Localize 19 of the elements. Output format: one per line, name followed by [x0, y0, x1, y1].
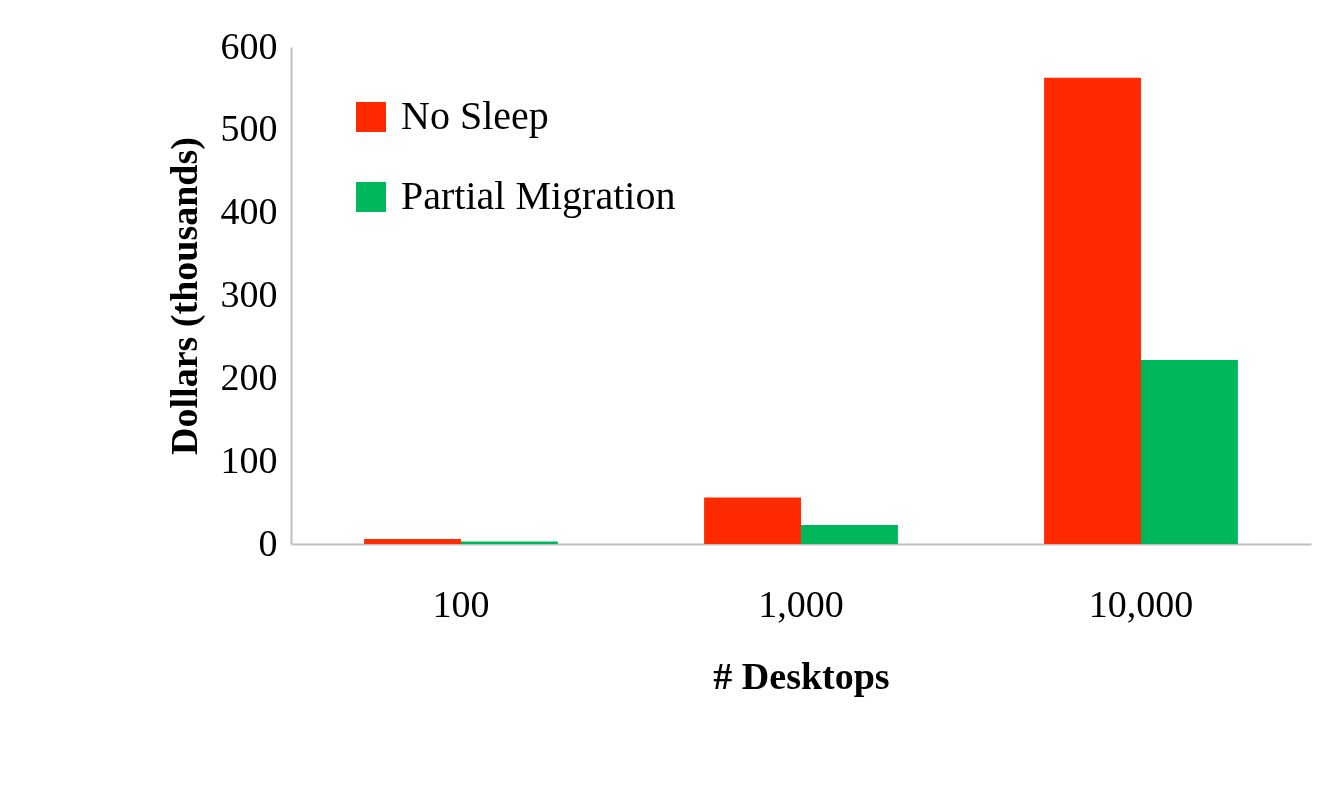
bar — [801, 524, 898, 544]
y-axis-title: Dollars (thousands) — [162, 137, 206, 455]
y-tick-label: 200 — [220, 355, 278, 398]
bar — [704, 497, 801, 544]
x-axis-title: # Desktops — [713, 654, 890, 697]
x-tick-label: 100 — [432, 582, 490, 625]
y-tick-label: 500 — [220, 107, 278, 150]
bar — [1141, 360, 1238, 544]
y-tick-label: 0 — [258, 521, 278, 564]
y-tick-label: 100 — [220, 438, 278, 481]
x-tick-label: 1,000 — [758, 582, 844, 625]
y-tick-label: 400 — [220, 190, 278, 233]
x-tick-label: 10,000 — [1088, 582, 1194, 625]
y-tick-label: 600 — [220, 24, 278, 67]
legend-label: Partial Migration — [401, 173, 676, 218]
bar — [1044, 77, 1141, 544]
legend-label: No Sleep — [401, 93, 549, 138]
y-tick-label: 300 — [220, 273, 278, 315]
bar — [364, 539, 461, 544]
